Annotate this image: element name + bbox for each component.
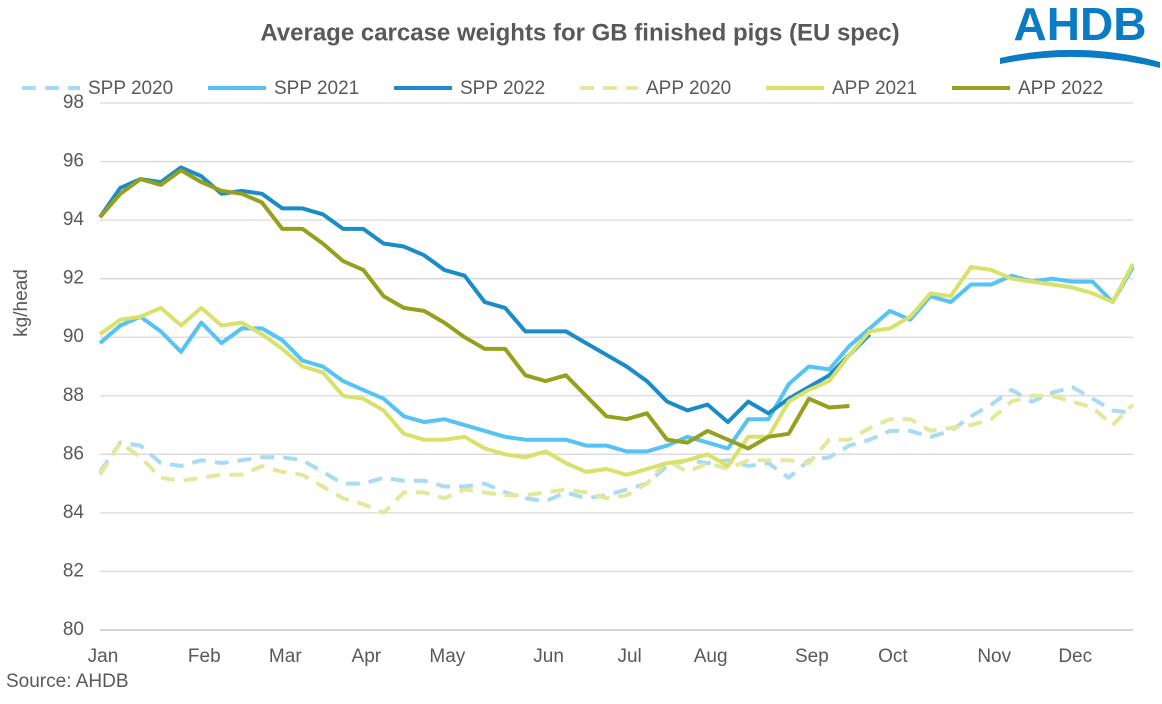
logo-swoosh [1000, 49, 1160, 68]
x-tick-label: Feb [188, 646, 221, 667]
y-axis-label: kg/head [11, 269, 32, 337]
legend-label: SPP 2022 [460, 78, 545, 99]
source: Source: AHDB [6, 671, 129, 692]
x-tick-label: Nov [977, 646, 1011, 667]
legend-label: SPP 2021 [274, 78, 359, 99]
x-tick-label: Oct [878, 646, 908, 667]
series-line [98, 385, 1134, 504]
legend-label: SPP 2020 [88, 78, 173, 99]
y-tick-label: 84 [63, 502, 85, 523]
x-tick-label: Aug [694, 646, 728, 667]
y-tick-label: 86 [63, 443, 84, 464]
x-tick-label: Sep [795, 646, 829, 667]
y-tick-label: 98 [63, 92, 84, 113]
y-tick-label: 94 [63, 209, 85, 230]
y-tick-label: 90 [63, 326, 84, 347]
x-tick-label: Jan [88, 646, 119, 667]
legend-label: APP 2021 [832, 78, 917, 99]
x-tick-label: May [429, 646, 465, 667]
legend-label: APP 2022 [1018, 78, 1103, 99]
y-tick-label: 92 [63, 268, 84, 289]
y-tick-label: 88 [63, 385, 84, 406]
x-tick-label: Jul [617, 646, 641, 667]
x-tick-label: Jun [533, 646, 564, 667]
y-tick-label: 82 [63, 560, 84, 581]
series-line [98, 168, 850, 451]
chart-title: Average carcase weights for GB finished … [260, 19, 899, 46]
series-line [98, 263, 1135, 477]
y-tick-label: 80 [63, 619, 84, 640]
legend-label: APP 2020 [646, 78, 731, 99]
x-tick-label: Mar [269, 646, 302, 667]
logo: AHDB [1014, 0, 1147, 50]
series-line [98, 265, 1135, 454]
y-tick-label: 96 [63, 151, 84, 172]
x-tick-label: Apr [352, 646, 382, 667]
x-tick-label: Dec [1058, 646, 1092, 667]
